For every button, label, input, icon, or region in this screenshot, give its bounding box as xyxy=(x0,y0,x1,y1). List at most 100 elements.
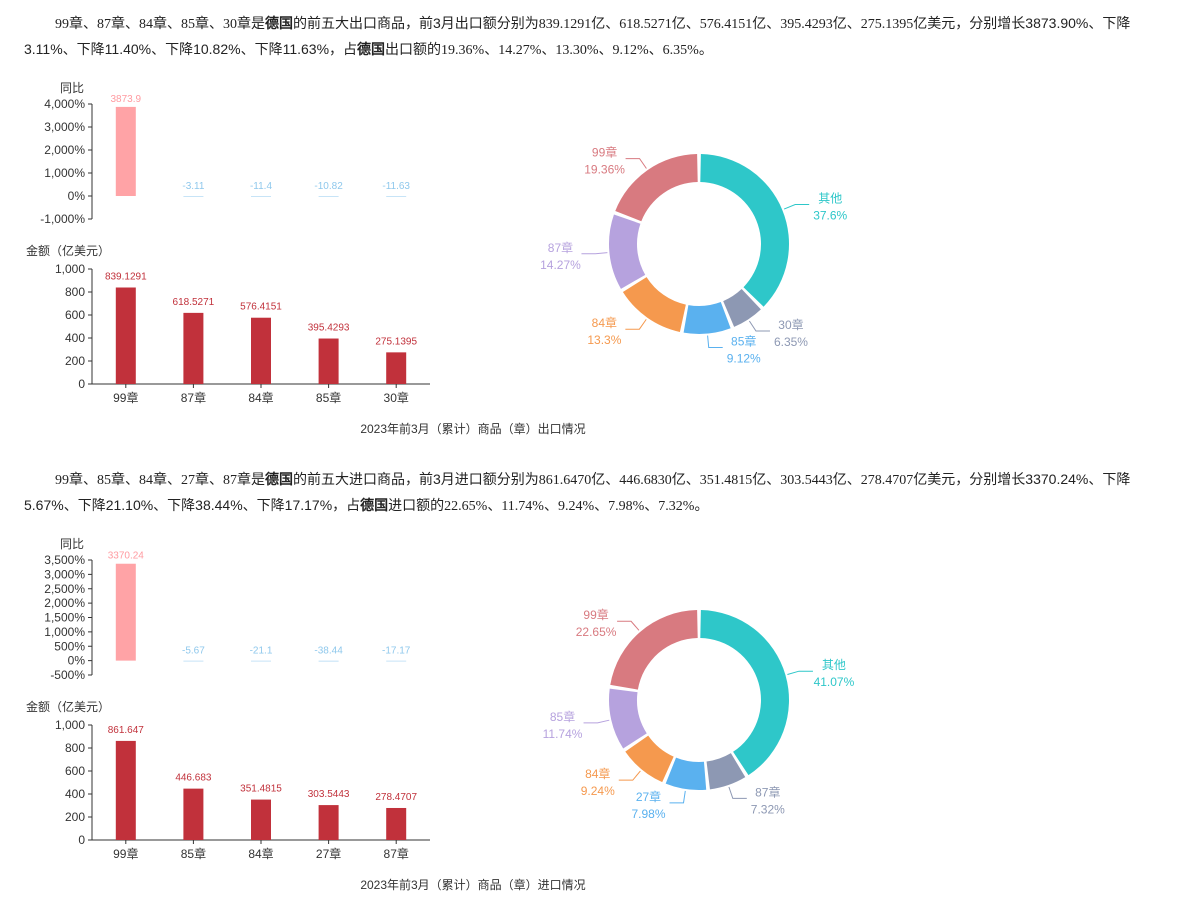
import-paragraph: 99章、85章、84章、27章、87章是德国的前五大进口商品，前3月进口额分别为… xyxy=(24,467,1164,519)
category-label: 84章 xyxy=(248,390,273,405)
donut-slice-name: 85章 xyxy=(731,334,756,349)
amount-tick-label: 0 xyxy=(78,833,85,847)
import-country-2: 德国 xyxy=(360,497,389,513)
category-label: 87章 xyxy=(384,846,409,861)
category-label: 84章 xyxy=(248,846,273,861)
export-chart: 同比 -1,000% 0% 1,000% 2,000% 3,000% 4,000% 3873.… xyxy=(26,81,848,405)
yoy-bar xyxy=(386,196,407,197)
yoy-axis-title: 同比 xyxy=(60,81,84,95)
donut-slice-percent: 9.12% xyxy=(727,352,761,366)
yoy-tick-label: -500% xyxy=(50,668,85,682)
donut-slice-percent: 9.24% xyxy=(581,784,615,798)
amount-tick-label: 400 xyxy=(65,331,85,345)
yoy-data-label: -17.17 xyxy=(382,646,411,657)
yoy-data-label: -5.67 xyxy=(182,646,205,657)
amount-tick-label: 200 xyxy=(65,354,85,368)
amount-data-label: 351.4815 xyxy=(240,784,282,795)
export-chart-caption: 2023年前3月（累计）商品（章）出口情况 xyxy=(360,422,586,436)
yoy-tick-label: 3,000% xyxy=(44,567,85,581)
export-paragraph: 99章、87章、84章、85章、30章是德国 的前五大出口商品，前3月出口额分别为… xyxy=(24,11,1164,63)
donut-leader-line xyxy=(625,158,647,169)
import-country: 德国 xyxy=(265,471,293,487)
donut-slice xyxy=(723,289,761,327)
amount-bar xyxy=(318,338,339,384)
donut-slice xyxy=(615,154,698,222)
category-label: 85章 xyxy=(181,846,206,861)
donut-leader-line xyxy=(748,320,770,332)
export-mid3: 出口额的 xyxy=(385,41,442,57)
donut-slice-percent: 11.74% xyxy=(543,727,583,741)
donut-slice-name: 87章 xyxy=(548,240,573,255)
amount-tick-label: 800 xyxy=(65,285,85,299)
donut-leader-line xyxy=(581,252,608,255)
donut-slice-percent: 6.35% xyxy=(774,335,808,349)
yoy-bar xyxy=(251,196,271,197)
yoy-tick-label: 1,000% xyxy=(44,625,85,639)
donut-leader-line xyxy=(617,620,640,631)
amount-bar xyxy=(251,799,271,840)
donut-slice xyxy=(609,214,646,289)
donut-slice xyxy=(622,277,686,332)
donut-slice xyxy=(706,753,746,790)
donut-leader-line xyxy=(618,770,641,781)
donut-leader-line xyxy=(669,790,686,804)
amount-data-label: 576.4151 xyxy=(240,302,282,313)
yoy-tick-label: -1,000% xyxy=(40,212,85,226)
yoy-tick-label: 4,000% xyxy=(44,97,85,111)
amount-tick-label: 1,000 xyxy=(55,718,85,732)
yoy-bar xyxy=(183,660,204,662)
amount-bar xyxy=(115,740,136,840)
donut-slice xyxy=(609,688,647,749)
donut-leader-line xyxy=(728,786,747,799)
amount-axis-title: 金额（亿美元） xyxy=(26,699,110,714)
yoy-bar xyxy=(183,196,204,197)
yoy-tick-label: 2,000% xyxy=(44,596,85,610)
donut-slice-name: 87章 xyxy=(755,784,780,799)
donut-slice-name: 85章 xyxy=(550,709,575,724)
donut-slice-percent: 7.32% xyxy=(751,802,785,816)
yoy-bar xyxy=(115,563,136,661)
donut-slice-percent: 7.98% xyxy=(631,807,665,821)
import-amounts: 861.6470亿、446.6830亿、351.4815亿、303.5443亿、… xyxy=(538,473,956,488)
export-end: 。 xyxy=(698,41,713,57)
export-amounts: 839.1291亿、618.5271亿、576.4151亿、395.4293亿、… xyxy=(538,17,956,32)
amount-bar xyxy=(115,287,136,384)
donut-slice-percent: 41.07% xyxy=(814,675,855,689)
amount-bar xyxy=(386,807,407,840)
yoy-data-label: -11.63 xyxy=(382,181,410,192)
donut-slice xyxy=(683,302,731,334)
amount-data-label: 839.1291 xyxy=(105,272,147,283)
yoy-bar xyxy=(318,660,339,662)
yoy-axis-title: 同比 xyxy=(60,537,84,551)
amount-tick-label: 800 xyxy=(65,741,85,755)
amount-bar xyxy=(251,317,271,384)
export-codes: 99章、87章、84章、85章、30章 xyxy=(55,17,251,32)
amount-axis-title: 金额（亿美元） xyxy=(26,243,110,258)
donut-leader-line xyxy=(625,319,647,330)
export-mid1: 的前五大出口商品，前3月出口额分别为 xyxy=(293,15,539,31)
donut-slice-percent: 22.65% xyxy=(576,625,617,639)
amount-tick-label: 400 xyxy=(65,787,85,801)
donut-slice xyxy=(665,757,707,790)
import-mid1: 的前五大进口商品，前3月进口额分别为 xyxy=(293,471,539,487)
export-country-2: 德国 xyxy=(357,41,386,57)
donut-slice-name: 27章 xyxy=(636,789,661,804)
export-growth: ，分别增长3873.90%、下降3.11%、下降11.40%、下降10.82%、… xyxy=(24,15,1131,57)
amount-bar xyxy=(183,788,204,840)
donut-slice xyxy=(625,735,674,783)
export-is: 是 xyxy=(251,15,265,31)
yoy-data-label: -11.4 xyxy=(250,181,272,192)
category-label: 99章 xyxy=(113,390,138,405)
amount-data-label: 861.647 xyxy=(108,725,145,736)
amount-tick-label: 600 xyxy=(65,308,85,322)
amount-data-label: 446.683 xyxy=(175,773,212,784)
donut-slice-name: 99章 xyxy=(583,607,608,622)
amount-bar xyxy=(386,352,407,384)
donut-leader-line xyxy=(583,719,610,724)
amount-data-label: 618.5271 xyxy=(173,297,215,308)
yoy-data-label: -3.11 xyxy=(182,181,204,192)
donut-leader-line xyxy=(787,670,813,676)
yoy-tick-label: 2,500% xyxy=(44,582,85,596)
donut-slice-name: 30章 xyxy=(778,317,803,332)
